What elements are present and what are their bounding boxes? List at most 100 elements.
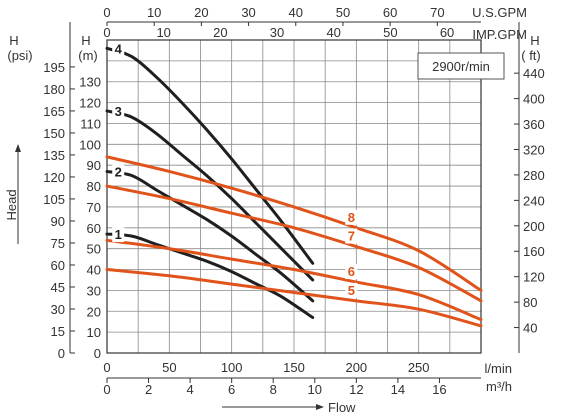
x-tick-m3h: 14 <box>391 382 405 397</box>
x-tick-m3h: 12 <box>349 382 363 397</box>
y-axis-title-arrow-head <box>15 144 21 152</box>
y-tick-psi: 30 <box>51 302 65 317</box>
y-tick-m: 10 <box>87 325 101 340</box>
plot-frame <box>106 39 482 354</box>
y-tick-m: 50 <box>87 242 101 257</box>
y-tick-m: 70 <box>87 200 101 215</box>
y-tick-psi: 195 <box>43 60 65 75</box>
y-tick-m: 80 <box>87 179 101 194</box>
y-tick-ft: 440 <box>523 66 545 81</box>
unit-h-left-m: H <box>81 33 90 48</box>
x-tick-m3h: 4 <box>186 382 193 397</box>
curve-label-8: 8 <box>348 210 355 225</box>
x-tick-m3h: 16 <box>432 382 446 397</box>
unit-ft: ( ft) <box>521 48 541 63</box>
x-tick-usgpm: 50 <box>336 5 350 20</box>
unit-us-gpm: U.S.GPM <box>472 5 527 20</box>
speed-label: 2900r/min <box>432 59 490 74</box>
curve-label-5: 5 <box>348 283 355 298</box>
y-tick-psi: 120 <box>43 170 65 185</box>
y-tick-ft: 120 <box>523 270 545 285</box>
curve-label-bg-3 <box>112 103 125 119</box>
x-axis-title-arrow-head <box>316 404 324 410</box>
x-tick-impgpm: 50 <box>383 25 397 40</box>
curve-label-bg-6 <box>345 264 358 280</box>
y-tick-ft: 280 <box>523 168 545 183</box>
curve-label-2: 2 <box>115 164 122 179</box>
x-tick-impgpm: 30 <box>270 25 284 40</box>
unit-h-right: H <box>530 33 539 48</box>
x-tick-m3h: 2 <box>145 382 152 397</box>
y-tick-psi: 165 <box>43 104 65 119</box>
curve-label-3: 3 <box>115 104 122 119</box>
x-tick-impgpm: 40 <box>326 25 340 40</box>
y-tick-psi: 150 <box>43 126 65 141</box>
x-tick-lmin: 100 <box>221 360 243 375</box>
x-tick-impgpm: 10 <box>156 25 170 40</box>
curves <box>105 46 483 328</box>
curve-label-4: 4 <box>115 41 123 56</box>
y-tick-ft: 320 <box>523 142 545 157</box>
x-tick-impgpm: 20 <box>213 25 227 40</box>
axes <box>69 21 520 379</box>
x-tick-lmin: 50 <box>162 360 176 375</box>
x-tick-lmin: 250 <box>408 360 430 375</box>
curve-5 <box>105 268 483 328</box>
curve-label-bg-8 <box>345 209 358 225</box>
curve-label-bg-5 <box>345 282 358 298</box>
x-tick-usgpm: 60 <box>383 5 397 20</box>
y-tick-psi: 15 <box>51 324 65 339</box>
x-tick-m3h: 10 <box>308 382 322 397</box>
x-tick-usgpm: 0 <box>103 5 110 20</box>
curve-8 <box>105 155 483 292</box>
curve-label-bg-1 <box>112 227 125 243</box>
x-tick-lmin: 200 <box>345 360 367 375</box>
y-tick-m: 110 <box>80 116 101 131</box>
y-tick-psi: 0 <box>58 346 65 361</box>
curve-1 <box>105 232 315 320</box>
curve-7 <box>105 184 483 303</box>
y-axis-title: Head <box>4 189 19 220</box>
y-tick-psi: 180 <box>43 82 65 97</box>
y-tick-ft: 200 <box>523 219 545 234</box>
x-tick-m3h: 8 <box>270 382 277 397</box>
y-tick-m: 30 <box>87 283 101 298</box>
unit-h-left-psi: H <box>9 33 18 48</box>
curve-label-bg-7 <box>345 228 358 244</box>
x-tick-usgpm: 20 <box>194 5 208 20</box>
x-axis-title: Flow <box>328 400 356 415</box>
y-tick-m: 60 <box>87 221 101 236</box>
y-tick-ft: 360 <box>523 117 545 132</box>
x-tick-m3h: 0 <box>103 382 110 397</box>
y-tick-psi: 135 <box>43 148 65 163</box>
y-tick-psi: 60 <box>51 258 65 273</box>
x-tick-usgpm: 10 <box>147 5 161 20</box>
x-tick-usgpm: 30 <box>241 5 255 20</box>
y-tick-ft: 400 <box>523 92 545 107</box>
unit-psi: (psi) <box>7 48 32 63</box>
y-tick-m: 120 <box>79 96 101 111</box>
curve-label-bg-4 <box>112 41 125 57</box>
curve-2 <box>105 169 315 303</box>
curve-label-1: 1 <box>115 227 122 242</box>
y-tick-psi: 75 <box>51 236 65 251</box>
y-tick-ft: 240 <box>523 193 545 208</box>
x-axis-title-group: Flow <box>222 400 356 415</box>
curve-labels: 1 2 3 4 5 6 7 8 <box>112 41 358 298</box>
y-tick-psi: 45 <box>51 280 65 295</box>
x-tick-usgpm: 70 <box>430 5 444 20</box>
x-tick-usgpm: 40 <box>289 5 303 20</box>
unit-lmin: l/min <box>485 361 512 376</box>
y-tick-psi: 90 <box>51 214 65 229</box>
curve-4 <box>105 46 315 265</box>
unit-m3h: m³/h <box>486 379 512 394</box>
y-axis-title-group: Head <box>4 144 21 244</box>
x-tick-m3h: 6 <box>228 382 235 397</box>
speed-label-box <box>417 52 505 80</box>
y-tick-m: 130 <box>79 75 101 90</box>
y-tick-ft: 80 <box>523 295 537 310</box>
curve-label-bg-2 <box>112 164 125 180</box>
y-tick-ft: 40 <box>523 321 537 336</box>
